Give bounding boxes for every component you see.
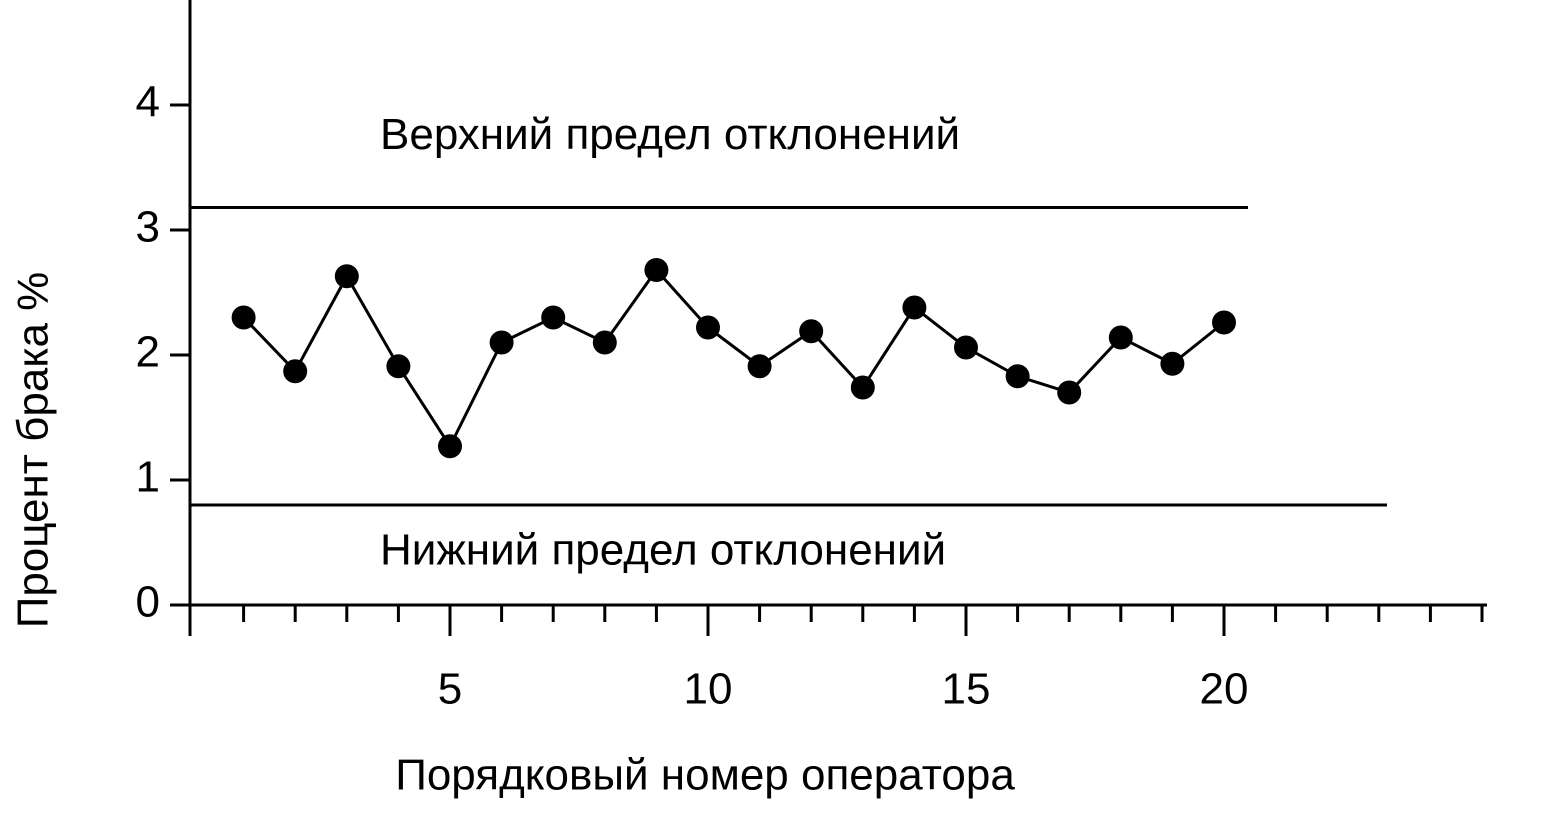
data-point (1057, 380, 1082, 405)
data-point (1005, 364, 1030, 389)
x-tick-label: 15 (942, 665, 991, 714)
x-tick-label: 10 (684, 665, 733, 714)
data-point (541, 305, 566, 330)
y-tick-label: 2 (136, 328, 160, 377)
x-axis-label: Порядковый номер оператора (395, 751, 1015, 800)
data-point (1108, 325, 1133, 350)
data-point (283, 359, 308, 384)
data-point (954, 335, 978, 360)
control-limit-label: Нижний предел отклонений (380, 526, 946, 575)
x-tick-label: 20 (1200, 665, 1249, 714)
y-axis-label: Процент брака % (9, 272, 58, 629)
control-limit-label: Верхний предел отклонений (380, 110, 960, 159)
data-point (1160, 351, 1185, 376)
data-point (799, 319, 824, 344)
data-point (1212, 310, 1236, 335)
data-point (644, 258, 669, 282)
data-point (231, 305, 256, 330)
y-tick-label: 0 (136, 578, 160, 627)
y-tick-label: 3 (136, 203, 160, 252)
data-point (386, 354, 411, 379)
data-point (334, 264, 359, 289)
data-point (696, 315, 720, 340)
data-point (747, 354, 772, 379)
y-tick-label: 1 (136, 453, 160, 502)
data-point (438, 434, 462, 459)
data-point (850, 375, 875, 400)
data-point (592, 330, 617, 355)
data-point (902, 295, 927, 320)
data-point (489, 330, 514, 355)
y-tick-label: 4 (136, 78, 160, 127)
x-tick-label: 5 (438, 665, 462, 714)
